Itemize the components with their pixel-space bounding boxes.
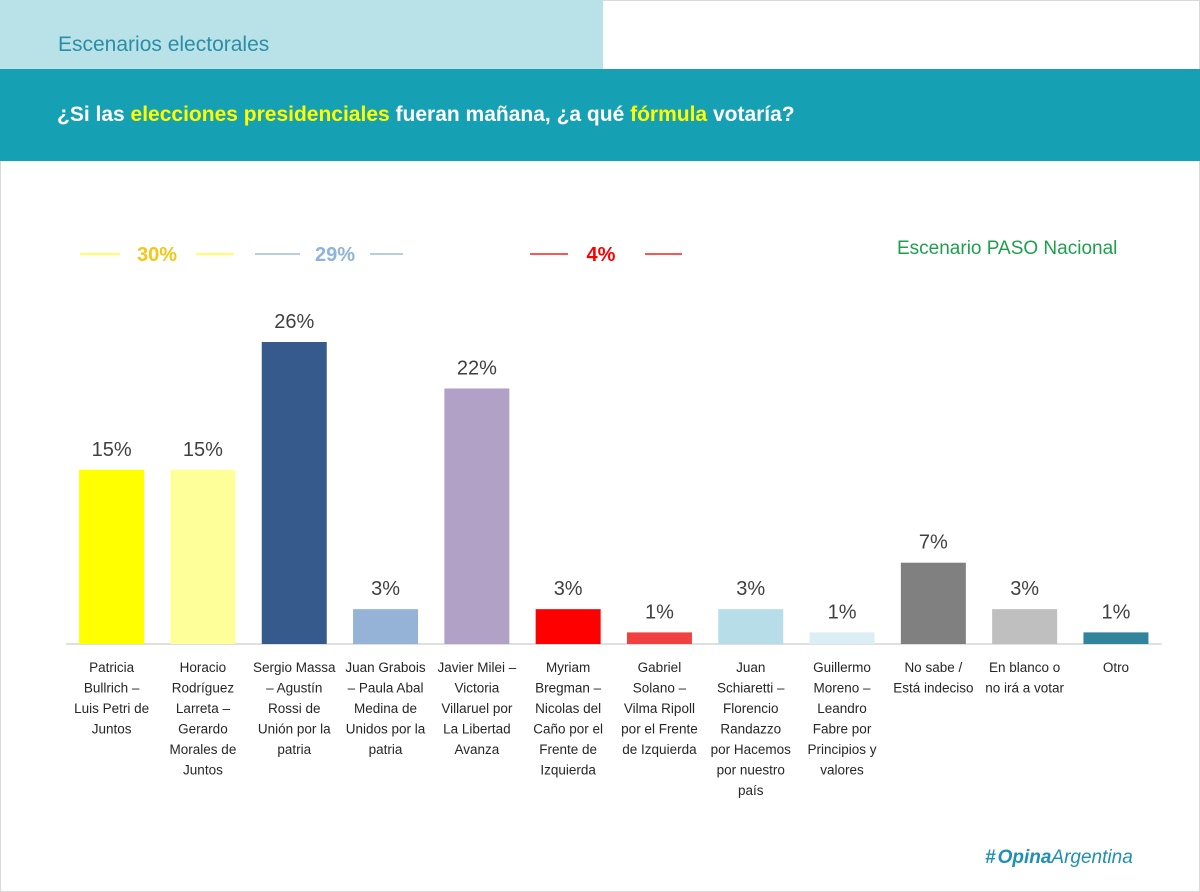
value-label-4: 3% — [371, 578, 400, 600]
aggregate-line-2-left — [255, 253, 300, 255]
category-label-8: Juan Schiaretti – Florencio Randazzo por Hac… — [711, 660, 792, 798]
category-label-5: Javier Milei – Victoria Villaruel por La Li… — [437, 660, 516, 757]
bar-4 — [353, 609, 419, 644]
value-label-10: 7% — [919, 532, 948, 554]
value-label-7: 1% — [645, 601, 674, 623]
category-label-7: Gabriel Solano – Vilma Ripoll por el Frente… — [621, 660, 698, 757]
hashtag-icon: # — [985, 847, 996, 868]
category-label-9: Guillermo Moreno – Leandro Fabre por Princip… — [808, 660, 877, 778]
bar-3 — [261, 342, 327, 644]
bar-7 — [626, 632, 692, 644]
bar-9 — [809, 632, 875, 644]
category-label-2: Horacio Rodríguez Larreta – Gerardo Morales … — [170, 660, 237, 778]
aggregate-label-3: 4% — [586, 244, 616, 266]
logo-bold: Opina — [997, 847, 1052, 868]
value-label-2: 15% — [183, 439, 223, 461]
bar-10 — [900, 562, 966, 644]
aggregate-line-1-right — [196, 253, 234, 255]
value-label-8: 3% — [736, 578, 765, 600]
question-part-3: votaría? — [707, 103, 795, 126]
value-label-11: 3% — [1010, 578, 1039, 600]
category-label-1: Patricia Bullrich – Luis Petri de Juntos — [74, 660, 149, 737]
opina-argentina-logo: # OpinaArgentina — [985, 847, 1133, 869]
bar-6 — [535, 609, 601, 644]
question-part-2: fueran mañana, ¿a qué — [389, 103, 631, 126]
question-highlight-1: elecciones presidenciales — [130, 103, 390, 126]
value-label-6: 3% — [554, 578, 583, 600]
bar-5 — [444, 388, 510, 644]
bar-1 — [79, 469, 145, 644]
aggregate-line-1-left — [80, 253, 120, 255]
question-part-1: ¿Si las — [57, 103, 131, 126]
aggregate-label-1: 30% — [136, 244, 178, 266]
aggregate-line-3-right — [645, 253, 682, 255]
survey-question: ¿Si las elecciones presidenciales fueran… — [57, 103, 795, 127]
value-label-9: 1% — [828, 601, 857, 623]
section-tab: Escenarios electorales — [0, 0, 603, 69]
bar-11 — [992, 609, 1058, 644]
value-label-3: 26% — [274, 311, 314, 333]
category-label-11: En blanco o no irá a votar — [985, 660, 1064, 696]
value-label-5: 22% — [457, 357, 497, 379]
logo-light: Argentina — [1051, 847, 1133, 868]
bar-8 — [718, 609, 784, 644]
section-title: Escenarios electorales — [58, 33, 270, 56]
category-label-6: Myriam Bregman – Nicolas del Caño por el Fre… — [533, 660, 603, 778]
category-label-3: Sergio Massa – Agustín Rossi de Unión por l… — [253, 660, 336, 757]
aggregate-line-2-right — [370, 253, 403, 255]
question-highlight-2: fórmula — [630, 103, 708, 126]
bar-12 — [1083, 632, 1149, 644]
aggregate-label-2: 29% — [314, 244, 356, 266]
value-label-12: 1% — [1101, 601, 1130, 623]
question-banner — [0, 69, 1200, 161]
value-label-1: 15% — [92, 439, 132, 461]
category-label-10: No sabe / Está indeciso — [893, 660, 973, 696]
category-label-12: Otro — [1103, 660, 1129, 675]
category-label-4: Juan Grabois – Paula Abal Medina de Unidos … — [345, 660, 426, 757]
aggregate-line-3-left — [530, 253, 568, 255]
bar-2 — [170, 469, 236, 644]
scenario-label: Escenario PASO Nacional — [897, 238, 1118, 259]
